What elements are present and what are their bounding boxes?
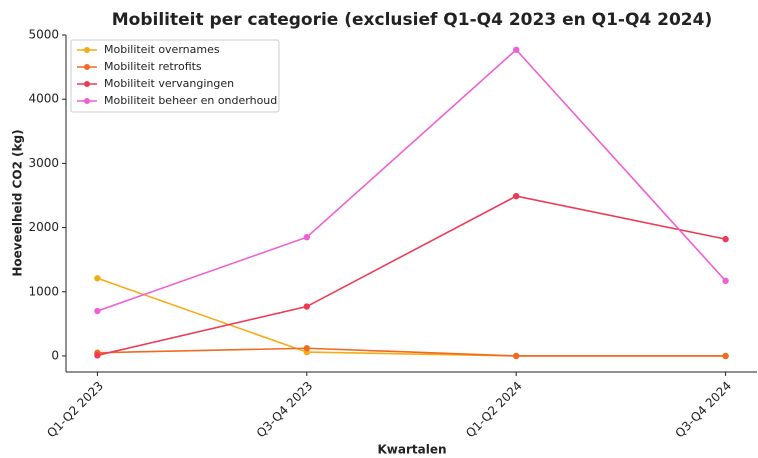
legend-label: Mobiliteit overnames <box>104 43 220 56</box>
y-tick-label: 2000 <box>28 220 59 234</box>
data-point <box>303 303 311 310</box>
y-axis-label: Hoeveelheid CO2 (kg) <box>11 129 25 276</box>
x-tick-label: Q1-Q2 2023 <box>44 379 106 441</box>
data-point <box>722 277 729 285</box>
legend-marker <box>84 98 90 104</box>
x-tick-label: Q1-Q2 2024 <box>463 379 525 441</box>
y-tick-label: 0 <box>51 348 59 362</box>
series-line <box>97 347 726 357</box>
series-line <box>97 48 727 312</box>
y-tick-label: 3000 <box>28 156 59 170</box>
legend-box <box>70 39 280 113</box>
data-point <box>94 352 101 359</box>
y-tick-label: 4000 <box>28 92 59 106</box>
y-tick-label: 5000 <box>28 28 59 42</box>
legend-marker <box>84 81 90 87</box>
data-point <box>94 307 101 315</box>
data-point <box>722 235 729 243</box>
data-point <box>512 46 520 53</box>
data-point <box>94 275 101 282</box>
series-line <box>97 195 726 357</box>
legend-label: Mobiliteit retrofits <box>104 60 202 73</box>
data-point <box>722 352 729 360</box>
legend-marker <box>84 47 90 53</box>
data-point <box>512 192 520 200</box>
x-tick-label: Q3-Q4 2024 <box>672 379 734 441</box>
y-tick-label: 1000 <box>28 284 59 298</box>
data-point <box>303 345 311 352</box>
legend-marker <box>84 64 90 70</box>
x-tick-label: Q3-Q4 2023 <box>254 379 316 441</box>
legend: Mobiliteit overnames Mobiliteit retrofits… <box>70 39 280 113</box>
legend-label: Mobiliteit beheer en onderhoud <box>104 94 277 107</box>
series-line <box>97 277 726 357</box>
data-point <box>512 352 520 360</box>
legend-label: Mobiliteit vervangingen <box>104 77 234 90</box>
data-point <box>303 234 311 241</box>
chart-title: Mobiliteit per categorie (exclusief Q1-Q… <box>112 10 713 30</box>
x-axis-label: Kwartalen <box>377 443 446 457</box>
